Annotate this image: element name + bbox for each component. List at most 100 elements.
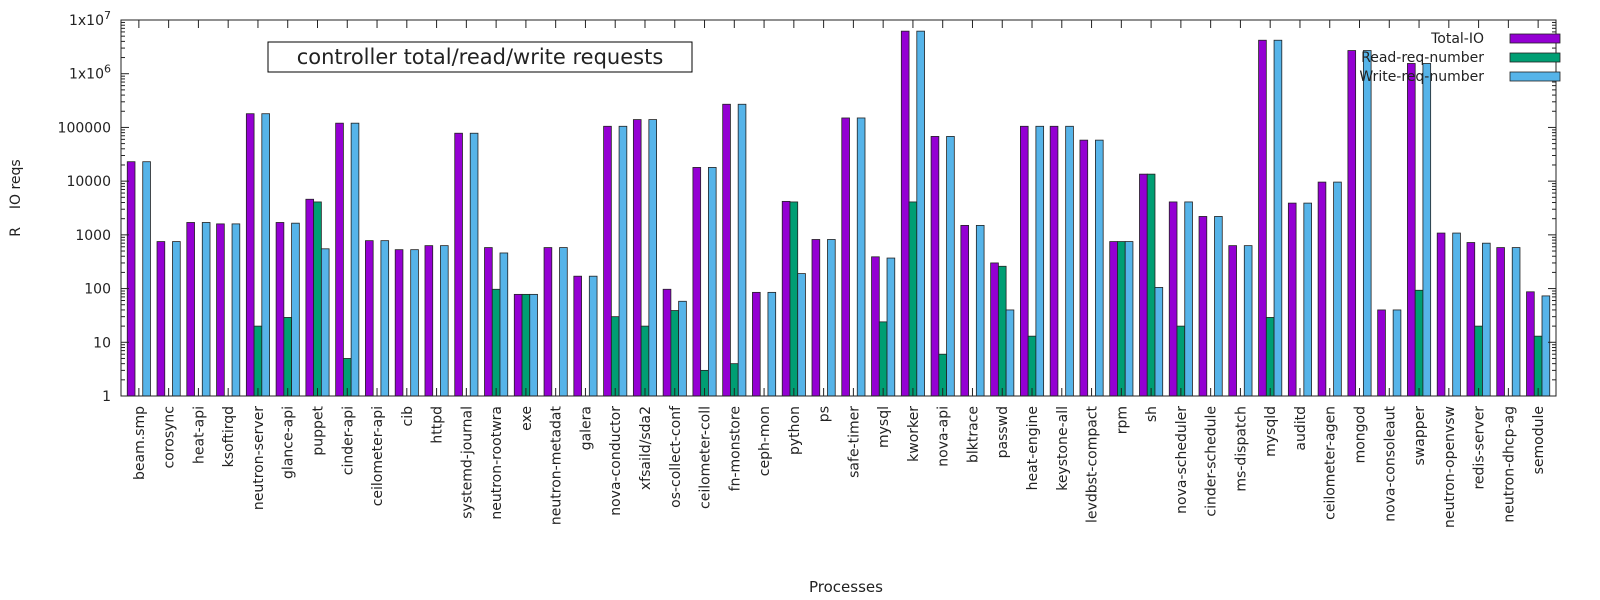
- x-axis: beam.smp corosync heat-api ksoftirqd neutron…: [132, 20, 1547, 528]
- bar-write-req-number-7: [350, 122, 360, 397]
- bar-total-io-7: [335, 122, 344, 397]
- y-axis-label: R IO reqs: [8, 159, 24, 236]
- bar-total-io-10: [424, 245, 434, 397]
- x-tick-label: python: [787, 406, 803, 455]
- x-tick-label: nova-consoleaut: [1382, 405, 1398, 521]
- x-tick-label: mongod: [1353, 406, 1369, 463]
- bar-total-io-39: [1287, 202, 1297, 397]
- bar-read-req-number-43: [1414, 289, 1424, 397]
- bars-layer: [126, 30, 1551, 397]
- y-tick-label-exponent: 6: [104, 63, 111, 76]
- x-tick-label: fn-monstore: [727, 406, 743, 491]
- y-tick-label: 100: [84, 282, 111, 298]
- bar-total-io-46: [1496, 247, 1505, 397]
- bar-read-req-number-13: [521, 293, 531, 397]
- bar-total-io-38: [1258, 39, 1267, 397]
- bar-read-req-number-4: [253, 325, 263, 397]
- bar-write-req-number-24: [856, 117, 866, 397]
- x-tick-label: keystone-all: [1055, 406, 1071, 491]
- x-tick-label: redis-server: [1472, 406, 1488, 490]
- bar-total-io-33: [1109, 241, 1118, 397]
- bar-write-req-number-35: [1184, 201, 1193, 397]
- x-tick-label: heat-engine: [1025, 406, 1041, 490]
- bar-write-req-number-29: [1005, 309, 1015, 397]
- x-tick-label: ceilometer-api: [370, 406, 386, 506]
- x-tick-label: kworker: [906, 406, 922, 462]
- y-tick-label: 1x107: [69, 9, 111, 29]
- bar-total-io-43: [1407, 63, 1416, 397]
- bar-write-req-number-28: [975, 224, 985, 397]
- legend-label: Total-IO: [1430, 31, 1484, 47]
- bar-total-io-41: [1347, 50, 1357, 397]
- bar-total-io-14: [543, 247, 553, 397]
- x-tick-label: xfsaild/sda2: [638, 406, 654, 490]
- x-tick-label: nova-conductor: [608, 406, 624, 516]
- bar-write-req-number-32: [1095, 139, 1104, 397]
- bar-write-req-number-31: [1065, 125, 1074, 397]
- bar-total-io-13: [513, 293, 523, 397]
- bar-total-io-25: [871, 256, 880, 397]
- bar-total-io-47: [1526, 291, 1535, 397]
- y-tick-label: 1000: [75, 228, 111, 244]
- bar-read-req-number-12: [491, 288, 501, 397]
- bar-total-io-35: [1168, 201, 1178, 397]
- x-tick-label: safe-timer: [846, 406, 862, 478]
- bar-read-req-number-34: [1146, 173, 1156, 397]
- x-tick-label: nova-api: [936, 406, 952, 467]
- y-tick-label: 100000: [58, 120, 111, 136]
- x-tick-label: ceilometer-coll: [698, 406, 714, 509]
- bar-write-req-number-36: [1214, 216, 1223, 397]
- x-tick-label: puppet: [310, 405, 326, 455]
- x-tick-label: heat-api: [191, 406, 207, 464]
- bar-write-req-number-2: [201, 222, 211, 397]
- bar-write-req-number-26: [916, 30, 925, 397]
- bar-total-io-12: [484, 247, 493, 397]
- x-tick-label: ceph-mon: [757, 406, 773, 476]
- x-tick-label: ms-dispatch: [1233, 406, 1249, 492]
- x-tick-label: swapper: [1412, 406, 1428, 466]
- bar-write-req-number-33: [1124, 241, 1134, 397]
- bar-write-req-number-9: [410, 249, 419, 397]
- x-tick-label: beam.smp: [132, 406, 148, 480]
- bar-total-io-36: [1198, 216, 1208, 397]
- x-tick-label: ceilometer-agen: [1323, 406, 1339, 520]
- bar-write-req-number-39: [1303, 202, 1312, 397]
- bar-read-req-number-25: [878, 321, 888, 397]
- bar-total-io-2: [186, 222, 195, 397]
- x-tick-label: mysqld: [1263, 406, 1279, 457]
- x-tick-label: os-collect-conf: [668, 405, 684, 508]
- bar-total-io-17: [632, 119, 642, 397]
- legend-label: Write-req-number: [1359, 69, 1484, 85]
- bar-total-io-34: [1139, 173, 1148, 397]
- x-tick-label: cinder-api: [340, 406, 356, 475]
- legend-label: Read-req-number: [1361, 50, 1484, 66]
- x-tick-label: systemd-journal: [459, 406, 475, 519]
- x-tick-label: exe: [519, 406, 535, 431]
- x-tick-label: cinder-schedule: [1204, 406, 1220, 517]
- x-tick-label: corosync: [162, 406, 178, 468]
- x-tick-label: nova-scheduler: [1174, 406, 1190, 514]
- bar-total-io-32: [1079, 139, 1089, 397]
- bar-total-io-18: [662, 288, 672, 397]
- bar-write-req-number-34: [1154, 287, 1164, 397]
- bar-write-req-number-20: [737, 103, 747, 397]
- y-tick-label: 10000: [66, 174, 111, 190]
- x-tick-label: neutron-dhcp-ag: [1501, 406, 1517, 523]
- x-tick-label: passwd: [995, 406, 1011, 458]
- x-tick-label: cib: [400, 406, 416, 427]
- x-tick-label: mysql: [876, 406, 892, 448]
- x-tick-label: neutron-openvsw: [1442, 406, 1458, 528]
- bar-write-req-number-10: [440, 245, 449, 397]
- x-tick-label: ps: [817, 406, 833, 422]
- bar-read-req-number-38: [1265, 317, 1275, 397]
- x-tick-label: galera: [578, 406, 594, 450]
- bar-read-req-number-30: [1027, 335, 1037, 397]
- bar-total-io-3: [216, 223, 225, 397]
- x-tick-label: neutron-rootwra: [489, 406, 505, 520]
- bar-total-io-30: [1020, 125, 1029, 397]
- x-tick-label: neutron-metadat: [549, 405, 565, 525]
- bar-read-req-number-29: [997, 265, 1007, 397]
- bar-write-req-number-15: [588, 275, 598, 397]
